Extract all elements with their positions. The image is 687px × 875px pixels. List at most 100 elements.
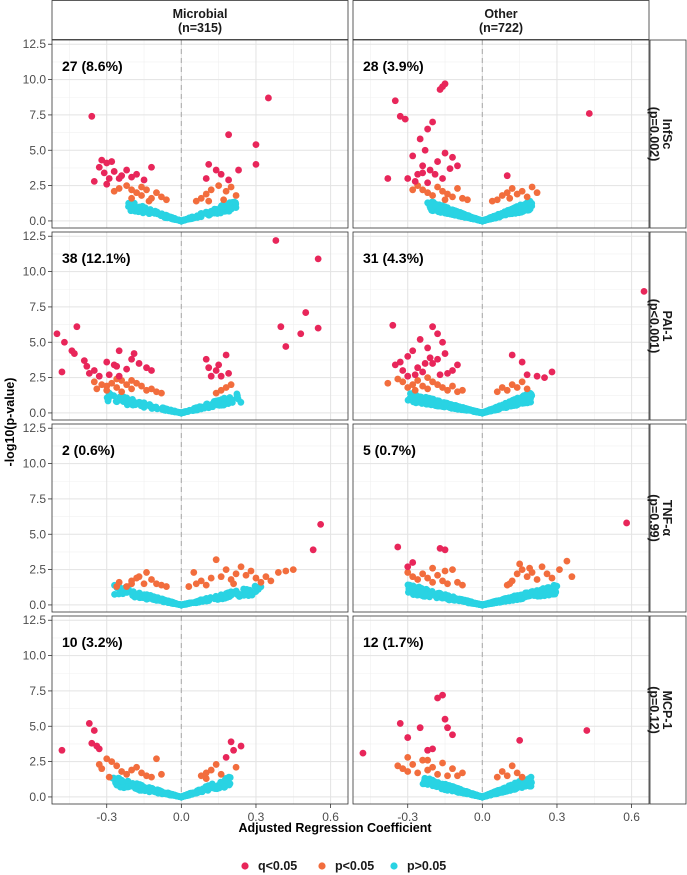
point-q-lt-0.05 <box>90 367 98 374</box>
point-p-gt-0.05 <box>520 201 528 209</box>
point-p-lt-0.05 <box>128 580 135 588</box>
point-q-lt-0.05 <box>115 347 123 355</box>
strip-background <box>649 423 687 613</box>
point-q-lt-0.05 <box>252 141 260 149</box>
point-p-gt-0.05 <box>471 408 478 415</box>
point-p-lt-0.05 <box>222 566 230 573</box>
point-p-lt-0.05 <box>503 189 511 197</box>
point-p-gt-0.05 <box>144 209 151 216</box>
panel-r1-c1: 31 (4.3%) <box>352 231 650 421</box>
point-p-lt-0.05 <box>222 384 230 391</box>
point-p-gt-0.05 <box>242 587 250 595</box>
point-p-gt-0.05 <box>551 584 559 592</box>
point-p-gt-0.05 <box>476 601 483 608</box>
point-p-gt-0.05 <box>478 409 485 417</box>
point-p-lt-0.05 <box>123 381 131 389</box>
point-p-lt-0.05 <box>118 388 126 396</box>
point-q-lt-0.05 <box>426 354 434 362</box>
point-p-lt-0.05 <box>419 186 427 194</box>
point-q-lt-0.05 <box>225 369 233 377</box>
point-p-gt-0.05 <box>527 782 535 790</box>
point-p-lt-0.05 <box>424 385 432 393</box>
point-q-lt-0.05 <box>108 158 116 165</box>
y-tick-label: 7.5 <box>29 300 46 314</box>
point-p-lt-0.05 <box>498 192 506 199</box>
point-q-lt-0.05 <box>409 559 417 566</box>
point-p-lt-0.05 <box>113 762 121 770</box>
point-q-lt-0.05 <box>414 364 422 372</box>
point-p-lt-0.05 <box>128 377 135 384</box>
point-p-lt-0.05 <box>93 385 101 393</box>
point-p-gt-0.05 <box>495 405 503 413</box>
point-p-lt-0.05 <box>429 192 436 199</box>
point-p-lt-0.05 <box>143 186 150 194</box>
point-q-lt-0.05 <box>394 543 402 551</box>
point-p-lt-0.05 <box>232 570 240 578</box>
column-strip-label: Other <box>484 7 517 21</box>
point-p-lt-0.05 <box>434 770 441 778</box>
point-p-lt-0.05 <box>404 753 412 761</box>
point-p-lt-0.05 <box>399 378 407 386</box>
point-p-gt-0.05 <box>171 599 179 607</box>
point-p-lt-0.05 <box>394 762 402 770</box>
point-p-lt-0.05 <box>148 773 155 781</box>
point-p-lt-0.05 <box>237 563 245 571</box>
point-p-gt-0.05 <box>498 787 506 795</box>
point-q-lt-0.05 <box>133 170 140 178</box>
point-p-lt-0.05 <box>163 196 170 204</box>
point-p-gt-0.05 <box>136 782 144 790</box>
point-q-lt-0.05 <box>503 172 511 180</box>
point-q-lt-0.05 <box>110 168 118 175</box>
point-q-lt-0.05 <box>205 364 213 372</box>
point-q-lt-0.05 <box>217 170 225 178</box>
panel-background <box>353 424 649 612</box>
point-q-lt-0.05 <box>391 361 399 369</box>
point-p-lt-0.05 <box>399 765 407 773</box>
y-tick-label: 7.5 <box>29 108 46 122</box>
point-p-lt-0.05 <box>498 384 506 391</box>
y-tick-label: 10.0 <box>23 649 47 663</box>
point-p-lt-0.05 <box>262 573 270 581</box>
y-tick-label: 2.5 <box>29 371 46 385</box>
point-p-gt-0.05 <box>151 594 159 602</box>
point-q-lt-0.05 <box>454 162 461 170</box>
point-p-lt-0.05 <box>108 379 116 387</box>
point-p-lt-0.05 <box>115 578 123 586</box>
point-q-lt-0.05 <box>217 372 225 380</box>
point-p-gt-0.05 <box>151 403 159 411</box>
column-strip-sublabel: (n=315) <box>178 21 222 35</box>
point-p-lt-0.05 <box>444 772 451 780</box>
point-p-lt-0.05 <box>444 580 451 588</box>
point-q-lt-0.05 <box>436 86 444 93</box>
point-p-lt-0.05 <box>444 386 451 394</box>
panel-background <box>52 232 348 420</box>
point-p-lt-0.05 <box>439 187 446 195</box>
point-p-gt-0.05 <box>206 209 214 217</box>
point-p-gt-0.05 <box>179 793 187 800</box>
point-p-lt-0.05 <box>434 381 441 389</box>
point-p-gt-0.05 <box>185 791 193 799</box>
point-p-lt-0.05 <box>158 770 165 778</box>
point-p-lt-0.05 <box>257 578 265 586</box>
point-q-lt-0.05 <box>227 738 235 746</box>
point-q-lt-0.05 <box>58 368 66 376</box>
point-p-gt-0.05 <box>428 207 436 214</box>
legend: q<0.05 p<0.05 p>0.05 <box>241 859 446 873</box>
point-p-gt-0.05 <box>443 785 451 793</box>
point-p-lt-0.05 <box>190 569 198 576</box>
legend-item-1: p<0.05 <box>318 859 374 873</box>
point-p-lt-0.05 <box>90 378 98 386</box>
point-q-lt-0.05 <box>148 367 155 374</box>
point-p-lt-0.05 <box>133 763 140 771</box>
point-p-lt-0.05 <box>222 187 230 195</box>
strip-background <box>51 0 349 40</box>
point-p-gt-0.05 <box>450 784 458 792</box>
point-p-lt-0.05 <box>424 374 432 381</box>
points-group <box>384 287 648 417</box>
point-p-lt-0.05 <box>163 583 170 590</box>
point-p-lt-0.05 <box>434 571 441 579</box>
point-p-lt-0.05 <box>133 189 140 197</box>
point-q-lt-0.05 <box>237 742 245 750</box>
point-p-gt-0.05 <box>505 782 513 790</box>
point-q-lt-0.05 <box>441 350 449 357</box>
